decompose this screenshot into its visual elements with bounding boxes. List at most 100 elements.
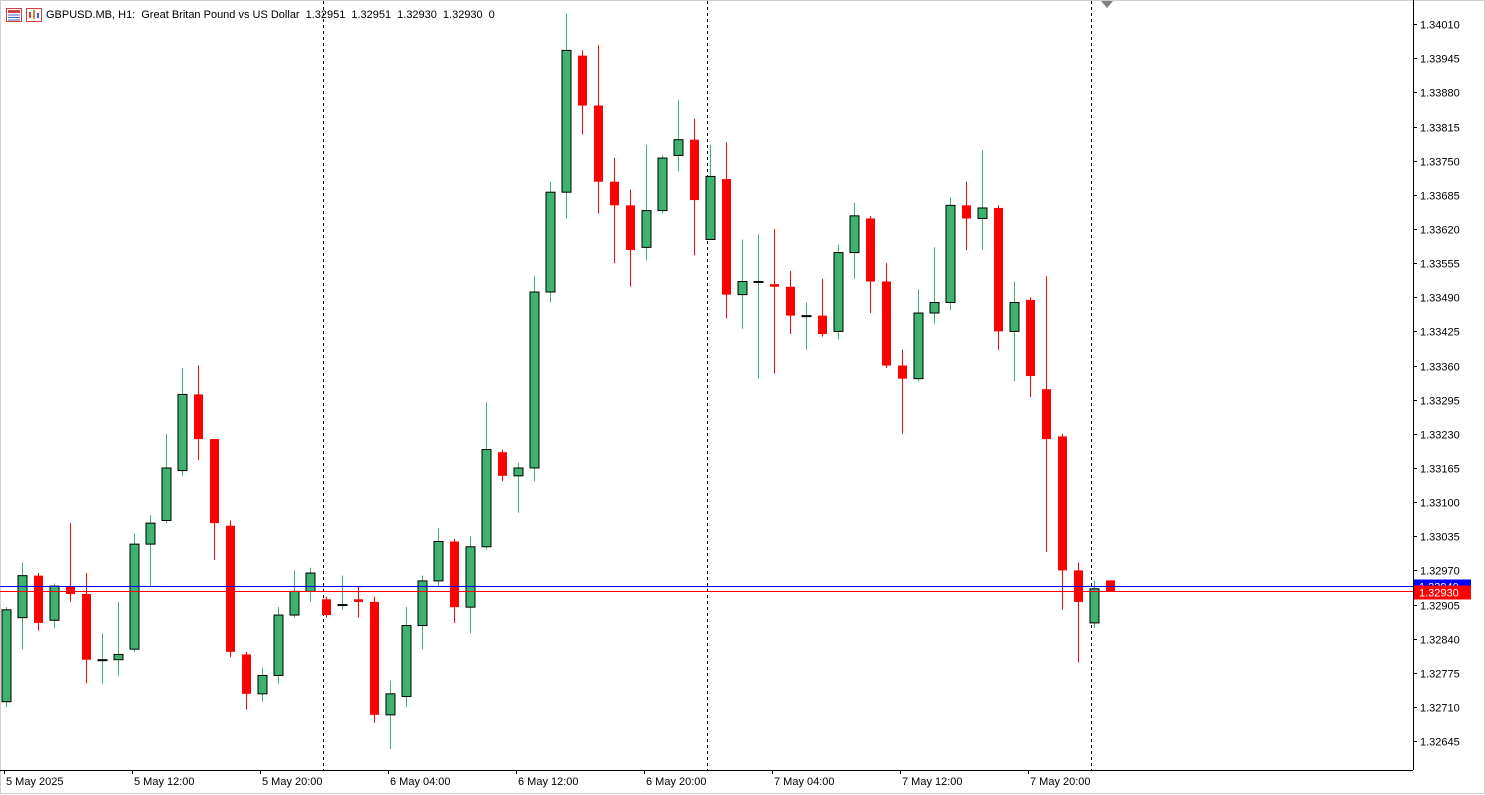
price-tick-label: 1.33815 — [1420, 123, 1460, 135]
candle-body-bull[interactable] — [417, 580, 428, 627]
candle-body-bear[interactable] — [34, 575, 43, 623]
candle-body-bull[interactable] — [433, 541, 444, 582]
candle-body-bull[interactable] — [129, 543, 140, 650]
candle-body-bear[interactable] — [1042, 389, 1051, 440]
candle-body-bear[interactable] — [354, 599, 363, 602]
candle-body-bull[interactable] — [545, 191, 556, 293]
candle-body-bull[interactable] — [113, 653, 124, 661]
candle-body-bull[interactable] — [465, 546, 476, 608]
candle-body-bull[interactable] — [481, 449, 492, 548]
price-tick-label: 1.32970 — [1420, 566, 1460, 578]
candle-body-bear[interactable] — [1106, 580, 1115, 592]
candle-body-bear[interactable] — [722, 179, 731, 295]
chart-header: GBPUSD.MB, H1: Great Britan Pound vs US … — [6, 7, 501, 23]
candle-body-bull[interactable] — [337, 604, 348, 607]
candle-body-bull[interactable] — [977, 207, 988, 219]
candle-body-bull[interactable] — [945, 204, 956, 304]
candle-body-bull[interactable] — [641, 210, 652, 248]
price-tick-label: 1.32905 — [1420, 601, 1460, 613]
candle-body-bear[interactable] — [242, 654, 251, 694]
candle-body-bull[interactable] — [737, 280, 748, 296]
candle-body-bull[interactable] — [657, 157, 668, 212]
candle-body-bear[interactable] — [82, 594, 91, 660]
candle-body-bull[interactable] — [401, 625, 412, 697]
price-tick-label: 1.33490 — [1420, 293, 1460, 305]
candle-body-bull[interactable] — [1009, 302, 1020, 332]
price-tick-label: 1.32775 — [1420, 669, 1460, 681]
price-tick-label: 1.32840 — [1420, 635, 1460, 647]
candle-body-bear[interactable] — [1026, 299, 1035, 377]
candle-body-bear[interactable] — [594, 105, 603, 182]
volume-value: 0 — [488, 9, 495, 21]
time-tick-label: 6 May 04:00 — [390, 776, 451, 788]
candle-body-bull[interactable] — [1089, 588, 1100, 624]
ohlc-close: 1.32930 — [442, 9, 483, 21]
candle-body-bull[interactable] — [833, 252, 844, 332]
candle-body-bear[interactable] — [450, 541, 459, 608]
price-tick-label: 1.33360 — [1420, 362, 1460, 374]
candle-body-bear[interactable] — [626, 205, 635, 250]
candle-body-bull[interactable] — [273, 614, 284, 676]
candle-body-bear[interactable] — [226, 525, 235, 652]
candle-body-bull[interactable] — [673, 139, 684, 156]
candle-body-bull[interactable] — [145, 522, 156, 545]
candle-body-bull[interactable] — [913, 312, 924, 380]
price-tick-label: 1.33945 — [1420, 54, 1460, 66]
candle-body-bear[interactable] — [770, 284, 779, 287]
candle-body-bull[interactable] — [849, 215, 860, 254]
price-tick-label: 1.33425 — [1420, 327, 1460, 339]
candle-body-bull[interactable] — [561, 49, 572, 193]
candle-body-bull[interactable] — [161, 467, 172, 521]
candle-body-bull[interactable] — [801, 315, 812, 318]
candle-body-bear[interactable] — [818, 315, 827, 335]
candle-body-bear[interactable] — [498, 452, 507, 476]
candle-body-bull[interactable] — [257, 674, 268, 695]
candle-body-bear[interactable] — [690, 139, 699, 201]
time-tick-label: 7 May 12:00 — [902, 776, 963, 788]
candle-body-bull[interactable] — [17, 575, 28, 619]
chart-window-icon[interactable] — [26, 8, 42, 22]
candle-body-bear[interactable] — [962, 205, 971, 219]
price-tick-label: 1.33685 — [1420, 191, 1460, 203]
price-tick-label: 1.33165 — [1420, 464, 1460, 476]
candle-body-bear[interactable] — [370, 601, 379, 715]
candle-body-bull[interactable] — [385, 693, 396, 716]
candle-body-bull[interactable] — [177, 393, 188, 472]
time-tick-label: 5 May 12:00 — [134, 776, 195, 788]
candle-body-bear[interactable] — [882, 281, 891, 366]
candle-body-bull[interactable] — [753, 280, 764, 283]
candle-body-bull[interactable] — [97, 659, 108, 662]
candle-body-bear[interactable] — [898, 365, 907, 379]
candle-body-bear[interactable] — [866, 218, 875, 282]
price-tick-label: 1.33555 — [1420, 259, 1460, 271]
candle-body-bull[interactable] — [529, 291, 540, 469]
candle-body-bull[interactable] — [705, 175, 716, 240]
time-tick-label: 7 May 20:00 — [1030, 776, 1091, 788]
candle-body-bear[interactable] — [578, 55, 587, 106]
candle-body-bear[interactable] — [1058, 436, 1067, 571]
ohlc-high: 1.32951 — [351, 9, 392, 21]
candle-body-bull[interactable] — [289, 590, 300, 616]
symbol-description: Great Britan Pound vs US Dollar — [141, 9, 300, 21]
price-tick-label: 1.33620 — [1420, 225, 1460, 237]
order-book-icon[interactable] — [6, 8, 22, 22]
candle-body-bear[interactable] — [610, 181, 619, 206]
candle-body-bear[interactable] — [66, 586, 75, 595]
price-tick-label: 1.33295 — [1420, 396, 1460, 408]
candle-body-bear[interactable] — [322, 599, 331, 616]
candle-body-bull[interactable] — [1, 609, 12, 703]
time-tick-label: 5 May 20:00 — [262, 776, 323, 788]
chart-shift-icon[interactable] — [1101, 1, 1113, 8]
price-tick-label: 1.33750 — [1420, 157, 1460, 169]
candle-body-bull[interactable] — [929, 302, 940, 314]
time-tick-label: 6 May 12:00 — [518, 776, 579, 788]
candle-body-bull[interactable] — [305, 572, 316, 592]
candle-body-bear[interactable] — [994, 207, 1003, 332]
candle-body-bear[interactable] — [210, 439, 219, 524]
candle-body-bear[interactable] — [194, 394, 203, 440]
candle-body-bear[interactable] — [786, 286, 795, 316]
bid-price-label-bg — [1414, 585, 1471, 600]
candle-body-bull[interactable] — [513, 467, 524, 477]
